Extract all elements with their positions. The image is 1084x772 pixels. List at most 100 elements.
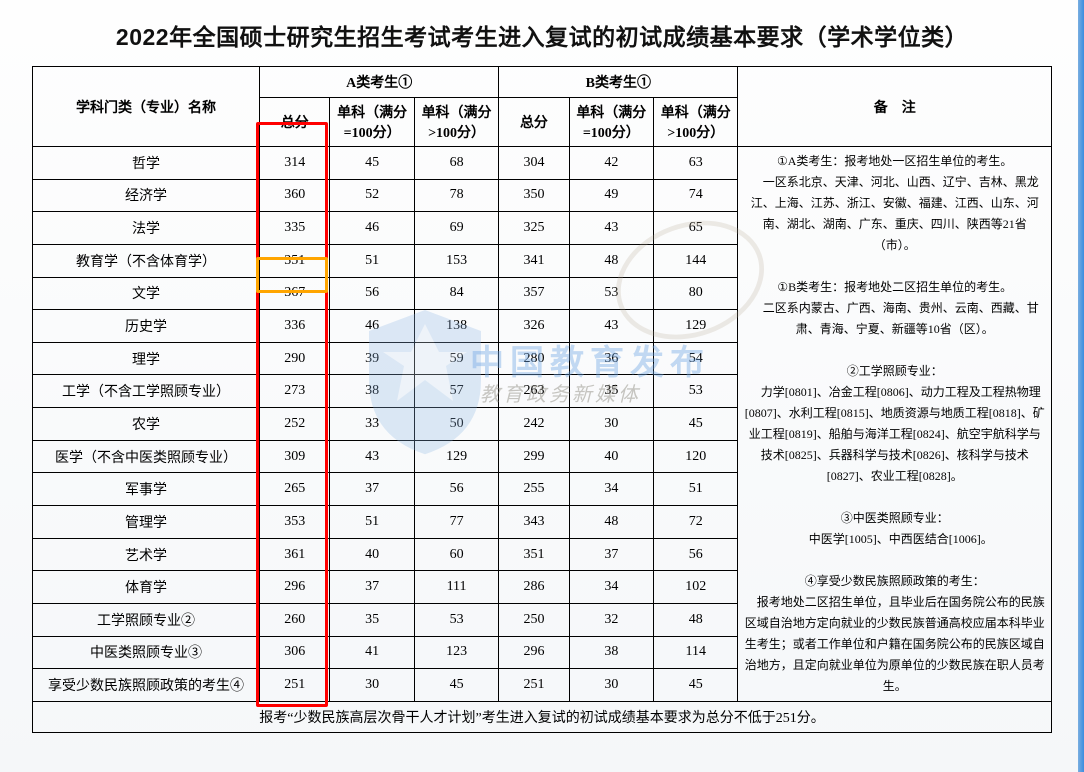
value-cell: 120 <box>654 440 738 473</box>
value-cell: 306 <box>260 636 330 669</box>
header-remarks: 备 注 <box>738 67 1052 147</box>
value-cell: 30 <box>569 408 653 441</box>
value-cell: 32 <box>569 603 653 636</box>
value-cell: 290 <box>260 342 330 375</box>
right-edge-decoration <box>1078 0 1084 772</box>
value-cell: 336 <box>260 310 330 343</box>
value-cell: 286 <box>499 571 569 604</box>
subject-cell: 历史学 <box>33 310 260 343</box>
subject-cell: 理学 <box>33 342 260 375</box>
value-cell: 63 <box>654 147 738 180</box>
watermark-shield <box>355 300 495 460</box>
subject-cell: 管理学 <box>33 506 260 539</box>
header-a-s100: 单科（满分=100分） <box>330 98 414 147</box>
value-cell: 42 <box>569 147 653 180</box>
value-cell: 41 <box>330 636 414 669</box>
header-a-sgt100: 单科（满分>100分） <box>414 98 498 147</box>
value-cell: 343 <box>499 506 569 539</box>
header-subject: 学科门类（专业）名称 <box>33 67 260 147</box>
table-row: 哲学31445683044263①A类考生：报考地处一区招生单位的考生。 一区系… <box>33 147 1052 180</box>
value-cell: 40 <box>569 440 653 473</box>
score-table: 学科门类（专业）名称 A类考生① B类考生① 备 注 总分 单科（满分=100分… <box>32 66 1052 733</box>
subject-cell: 经济学 <box>33 179 260 212</box>
value-cell: 48 <box>569 506 653 539</box>
value-cell: 51 <box>654 473 738 506</box>
watermark-stamp <box>610 195 770 365</box>
value-cell: 45 <box>654 408 738 441</box>
value-cell: 30 <box>330 669 414 702</box>
value-cell: 260 <box>260 603 330 636</box>
header-b-sgt100: 单科（满分>100分） <box>654 98 738 147</box>
value-cell: 123 <box>414 636 498 669</box>
value-cell: 326 <box>499 310 569 343</box>
header-group-b: B类考生① <box>499 67 738 98</box>
value-cell: 273 <box>260 375 330 408</box>
value-cell: 357 <box>499 277 569 310</box>
subject-cell: 享受少数民族照顾政策的考生④ <box>33 669 260 702</box>
value-cell: 252 <box>260 408 330 441</box>
value-cell: 78 <box>414 179 498 212</box>
value-cell: 37 <box>569 538 653 571</box>
value-cell: 360 <box>260 179 330 212</box>
value-cell: 45 <box>414 669 498 702</box>
value-cell: 341 <box>499 244 569 277</box>
value-cell: 255 <box>499 473 569 506</box>
subject-cell: 医学（不含中医类照顾专业） <box>33 440 260 473</box>
subject-cell: 体育学 <box>33 571 260 604</box>
value-cell: 335 <box>260 212 330 245</box>
value-cell: 351 <box>260 244 330 277</box>
value-cell: 325 <box>499 212 569 245</box>
value-cell: 296 <box>260 571 330 604</box>
subject-cell: 中医类照顾专业③ <box>33 636 260 669</box>
value-cell: 46 <box>330 212 414 245</box>
value-cell: 114 <box>654 636 738 669</box>
value-cell: 34 <box>569 473 653 506</box>
header-b-total: 总分 <box>499 98 569 147</box>
value-cell: 304 <box>499 147 569 180</box>
value-cell: 35 <box>330 603 414 636</box>
page-title: 2022年全国硕士研究生招生考试考生进入复试的初试成绩基本要求（学术学位类） <box>32 18 1052 52</box>
value-cell: 56 <box>414 473 498 506</box>
value-cell: 37 <box>330 571 414 604</box>
value-cell: 34 <box>569 571 653 604</box>
value-cell: 69 <box>414 212 498 245</box>
value-cell: 242 <box>499 408 569 441</box>
value-cell: 299 <box>499 440 569 473</box>
value-cell: 52 <box>330 179 414 212</box>
subject-cell: 工学（不含工学照顾专业） <box>33 375 260 408</box>
value-cell: 53 <box>414 603 498 636</box>
value-cell: 72 <box>654 506 738 539</box>
value-cell: 251 <box>260 669 330 702</box>
value-cell: 56 <box>654 538 738 571</box>
subject-cell: 艺术学 <box>33 538 260 571</box>
value-cell: 367 <box>260 277 330 310</box>
header-a-total: 总分 <box>260 98 330 147</box>
notes-cell: ①A类考生：报考地处一区招生单位的考生。 一区系北京、天津、河北、山西、辽宁、吉… <box>738 147 1052 702</box>
value-cell: 111 <box>414 571 498 604</box>
value-cell: 38 <box>569 636 653 669</box>
value-cell: 53 <box>654 375 738 408</box>
header-b-s100: 单科（满分=100分） <box>569 98 653 147</box>
value-cell: 51 <box>330 244 414 277</box>
value-cell: 353 <box>260 506 330 539</box>
subject-cell: 工学照顾专业② <box>33 603 260 636</box>
value-cell: 68 <box>414 147 498 180</box>
value-cell: 265 <box>260 473 330 506</box>
value-cell: 296 <box>499 636 569 669</box>
value-cell: 309 <box>260 440 330 473</box>
subject-cell: 教育学（不含体育学） <box>33 244 260 277</box>
value-cell: 45 <box>654 669 738 702</box>
value-cell: 40 <box>330 538 414 571</box>
subject-cell: 农学 <box>33 408 260 441</box>
value-cell: 280 <box>499 342 569 375</box>
value-cell: 102 <box>654 571 738 604</box>
value-cell: 77 <box>414 506 498 539</box>
value-cell: 60 <box>414 538 498 571</box>
value-cell: 35 <box>569 375 653 408</box>
value-cell: 30 <box>569 669 653 702</box>
value-cell: 250 <box>499 603 569 636</box>
subject-cell: 法学 <box>33 212 260 245</box>
value-cell: 350 <box>499 179 569 212</box>
value-cell: 45 <box>330 147 414 180</box>
value-cell: 351 <box>499 538 569 571</box>
